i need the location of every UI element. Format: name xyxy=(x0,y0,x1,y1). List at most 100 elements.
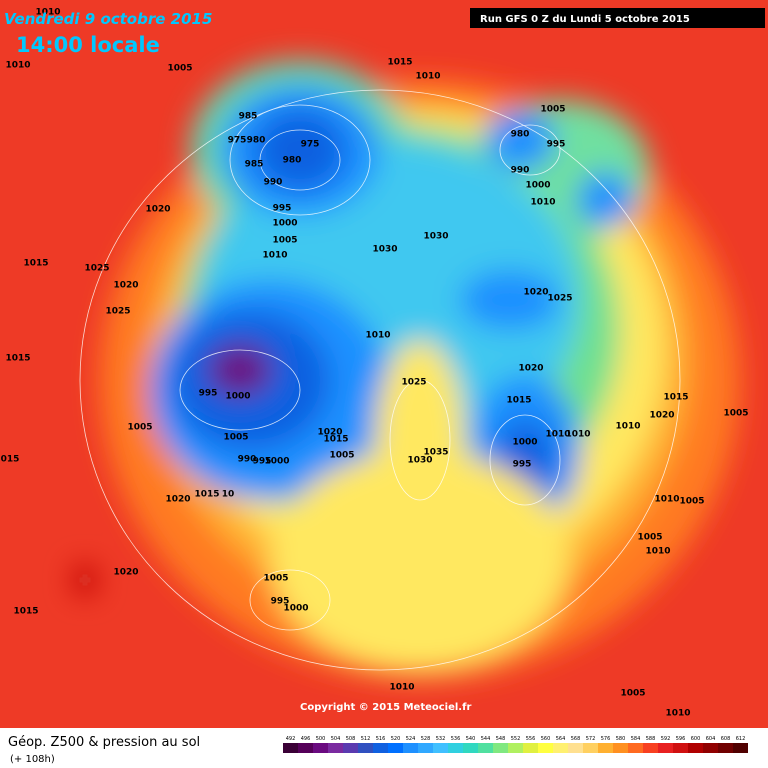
isobar-label: 1020 xyxy=(317,428,342,438)
legend-swatch xyxy=(403,743,418,753)
legend-swatch xyxy=(658,743,673,753)
legend-swatch xyxy=(718,743,733,753)
legend-swatch xyxy=(538,743,553,753)
legend-label: 520 xyxy=(391,736,401,742)
isobar-label: 1025 xyxy=(84,264,109,274)
legend-label: 564 xyxy=(556,736,566,742)
run: Run GFS 0 Z du Lundi 5 octobre 2015 xyxy=(480,14,690,25)
legend-swatch xyxy=(553,743,568,753)
isobar-label: 1010 xyxy=(565,430,590,440)
isobar-label: 980 xyxy=(511,130,530,140)
isobar-label: 1005 xyxy=(679,497,704,507)
isobar-label: 1010 xyxy=(545,430,570,440)
legend-swatch xyxy=(328,743,343,753)
isobar-label: 1010 xyxy=(389,683,414,693)
isobar-label: 1010 xyxy=(645,547,670,557)
isobar-label: 1025 xyxy=(547,294,572,304)
isobar-label: 1020 xyxy=(113,568,138,578)
legend-swatch xyxy=(433,743,448,753)
legend-label: 572 xyxy=(586,736,596,742)
legend-label: 504 xyxy=(331,736,341,742)
legend-label: 604 xyxy=(706,736,716,742)
isobar-label: 1010 xyxy=(5,61,30,71)
copyright: Copyright © 2015 Meteociel.fr xyxy=(300,702,471,713)
legend-swatch xyxy=(673,743,688,753)
legend-swatch xyxy=(493,743,508,753)
isobar-label: 1010 xyxy=(262,251,287,261)
legend-label: 532 xyxy=(436,736,446,742)
legend-swatch xyxy=(598,743,613,753)
legend-label: 560 xyxy=(541,736,551,742)
legend-label: 496 xyxy=(301,736,311,742)
legend-swatch xyxy=(703,743,718,753)
isobar-label: 1005 xyxy=(637,533,662,543)
legend-label: 540 xyxy=(466,736,476,742)
isobar-label: 10 xyxy=(222,490,235,500)
isobar-label: 1030 xyxy=(372,245,397,255)
legend-label: 512 xyxy=(361,736,371,742)
isobar-label: 985 xyxy=(239,112,258,122)
isobar-label: 995 xyxy=(271,597,290,607)
legend-swatch xyxy=(418,743,433,753)
isobar-label: 995 xyxy=(253,457,272,467)
isobar-label: 1010 xyxy=(665,709,690,719)
isobar-label: 1010 xyxy=(654,495,679,505)
legend-label: 544 xyxy=(481,736,491,742)
legend-swatch xyxy=(508,743,523,753)
legend-swatch xyxy=(313,743,328,753)
legend-swatch xyxy=(568,743,583,753)
isobar-label: 1020 xyxy=(145,205,170,215)
isobar-label: 995 xyxy=(199,389,218,399)
legend-label: 612 xyxy=(736,736,746,742)
legend-swatch xyxy=(388,743,403,753)
isobar-label: 015 xyxy=(1,455,20,465)
isobar-label: 1005 xyxy=(272,236,297,246)
isobar-label: 1020 xyxy=(649,411,674,421)
legend-swatch xyxy=(373,743,388,753)
legend-label: 584 xyxy=(631,736,641,742)
legend-swatch xyxy=(478,743,493,753)
legend-label: 576 xyxy=(601,736,611,742)
isobar-label: 1000 xyxy=(512,438,537,448)
legend-label: 500 xyxy=(316,736,326,742)
footer-title: Géop. Z500 & pression au sol xyxy=(8,735,200,750)
isobar-label: 1000 xyxy=(272,219,297,229)
isobar-label: 1000 xyxy=(264,457,289,467)
legend-swatch xyxy=(283,743,298,753)
isobar-label: 1000 xyxy=(225,392,250,402)
isobar-label: 1025 xyxy=(105,307,130,317)
legend-label: 588 xyxy=(646,736,656,742)
isobar-label: 995 xyxy=(547,140,566,150)
isobar-label: 1010 xyxy=(615,422,640,432)
legend-label: 508 xyxy=(346,736,356,742)
legend-label: 528 xyxy=(421,736,431,742)
isobar-label: 995 xyxy=(273,204,292,214)
isobar-label: 1005 xyxy=(263,574,288,584)
legend-swatch xyxy=(358,743,373,753)
legend-label: 524 xyxy=(406,736,416,742)
isobar-label: 1015 xyxy=(23,259,48,269)
isobar-label: 1010 xyxy=(365,331,390,341)
legend-label: 592 xyxy=(661,736,671,742)
isobar-label: 990 xyxy=(511,166,530,176)
legend-swatch xyxy=(628,743,643,753)
isobar-label: 980 xyxy=(247,136,266,146)
time: 14:00 locale xyxy=(16,33,160,57)
isobar-label: 1010 xyxy=(530,198,555,208)
legend: 492 496 500 504 508 512 516 520 524 528 532 536 540 5… xyxy=(283,736,748,753)
legend-swatch xyxy=(613,743,628,753)
isobar-label: 1000 xyxy=(283,604,308,614)
isobar-label: 985 xyxy=(245,160,264,170)
isobar-label: 1015 xyxy=(506,396,531,406)
legend-label: 552 xyxy=(511,736,521,742)
isobar-label: 1015 xyxy=(194,490,219,500)
isobar-label: 1005 xyxy=(329,451,354,461)
legend-label: 568 xyxy=(571,736,581,742)
legend-swatch xyxy=(343,743,358,753)
legend-label: 556 xyxy=(526,736,536,742)
legend-label: 608 xyxy=(721,736,731,742)
legend-swatch xyxy=(463,743,478,753)
legend-swatch xyxy=(688,743,703,753)
legend-label: 536 xyxy=(451,736,461,742)
